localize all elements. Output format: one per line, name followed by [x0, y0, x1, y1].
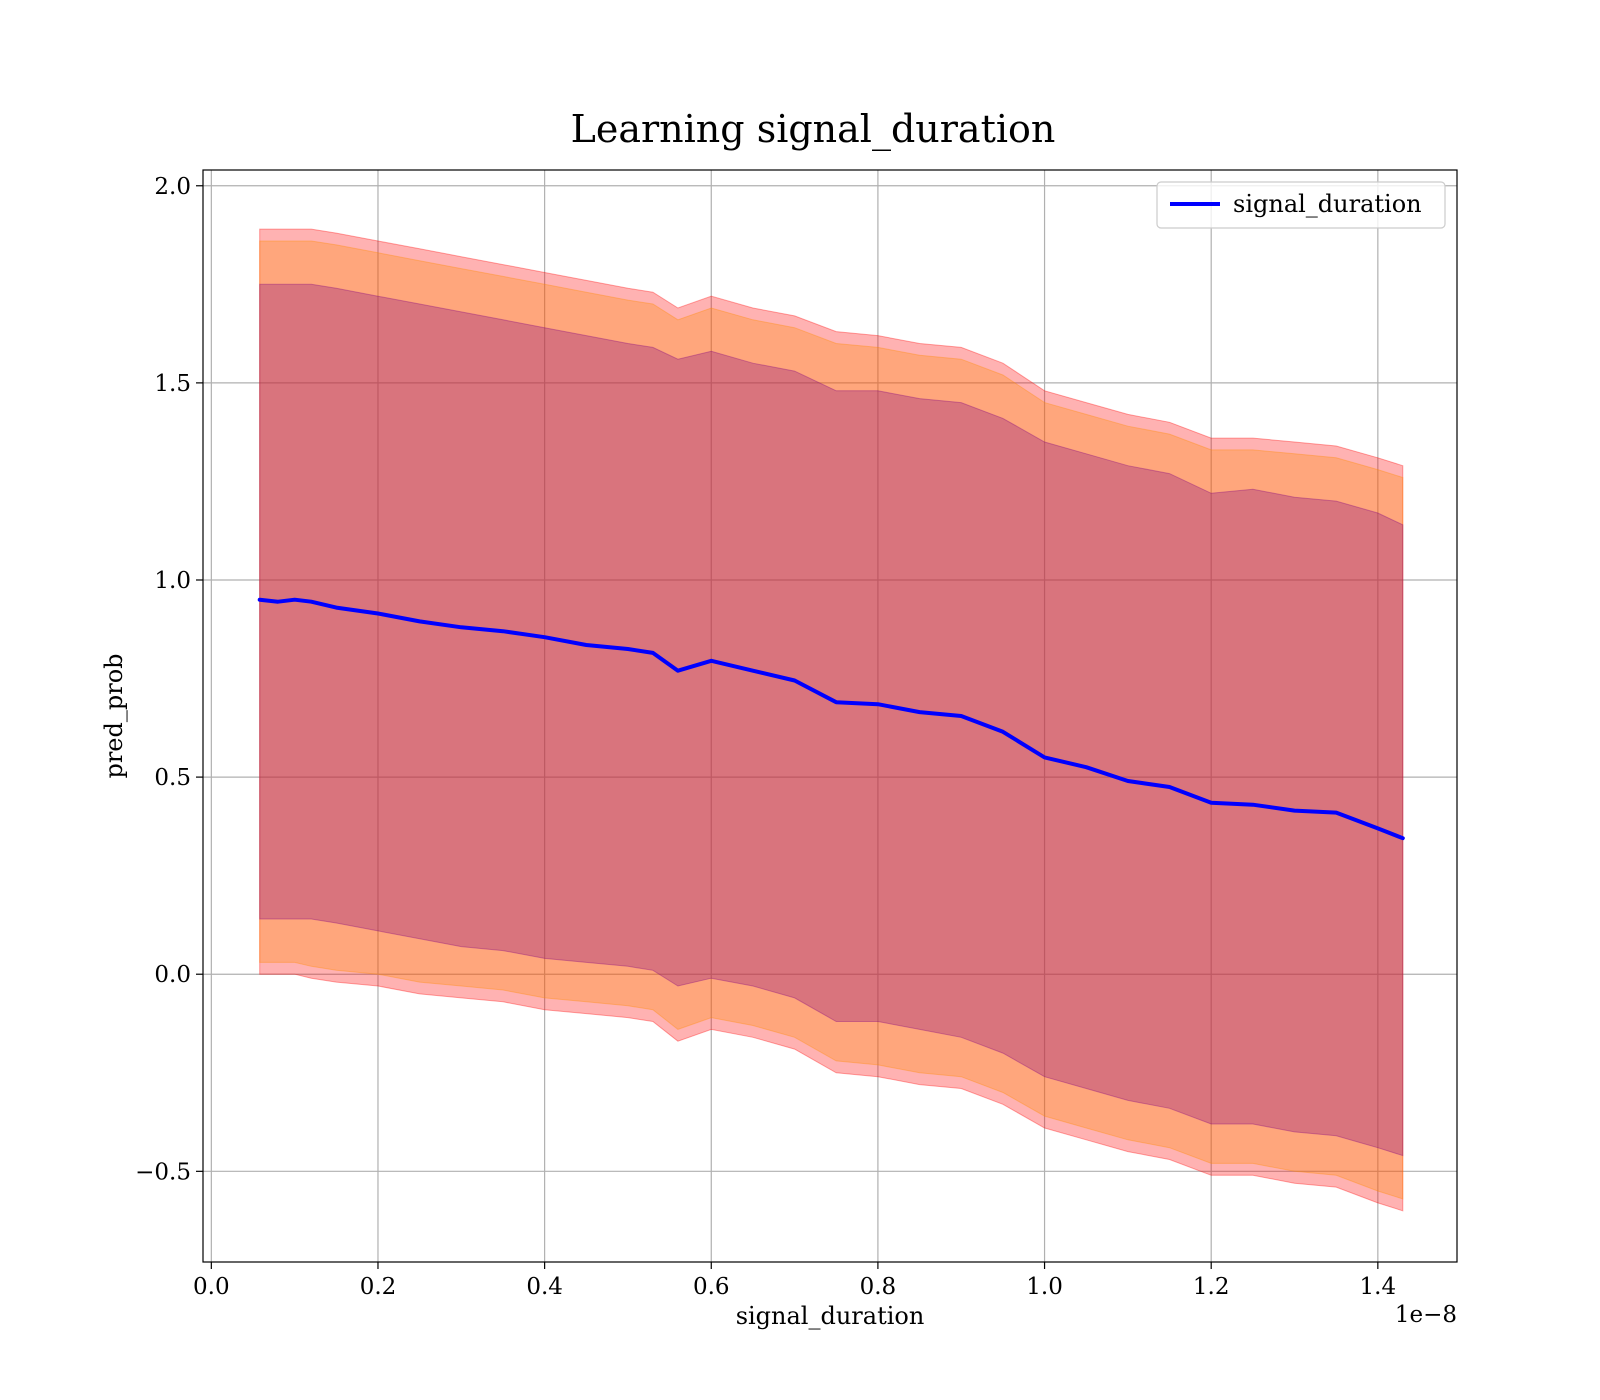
series-line-signal-duration [257, 597, 1405, 841]
x-tick-label: 0.6 [693, 1274, 730, 1300]
y-tick-label: 1.0 [154, 568, 191, 594]
legend-frame [1156, 181, 1446, 229]
x-tick-label: 0.2 [360, 1274, 397, 1300]
series-lines [257, 597, 1405, 841]
x-tick-label: 0.8 [860, 1274, 897, 1300]
confidence-band [259, 228, 1404, 1212]
x-tick-label: 0.0 [193, 1274, 230, 1300]
x-tick-label: 1.0 [1026, 1274, 1063, 1300]
x-axis-label: signal_duration [736, 1302, 925, 1330]
legend-label: signal_duration [1233, 190, 1422, 218]
chart-title: Learning signal_duration [571, 107, 1056, 152]
plot-frame [202, 169, 1458, 1263]
x-offset-label: 1e−8 [1395, 1302, 1457, 1328]
confidence-bands [259, 228, 1404, 1212]
x-axis-ticks: 0.0 0.2 0.4 0.6 0.8 1.0 1.2 1.4 [193, 1262, 1396, 1300]
legend: signal_duration [1156, 181, 1446, 229]
y-tick-label: −0.5 [135, 1159, 191, 1185]
y-tick-label: 2.0 [154, 174, 191, 200]
x-tick-label: 0.4 [526, 1274, 563, 1300]
confidence-band [259, 283, 1404, 1157]
y-tick-label: 1.5 [154, 371, 191, 397]
confidence-band [259, 240, 1404, 1200]
y-axis-label: pred_prob [100, 653, 128, 778]
y-tick-label: 0.5 [154, 765, 191, 791]
x-tick-label: 1.4 [1360, 1274, 1397, 1300]
y-axis-ticks: −0.5 0.0 0.5 1.0 1.5 2.0 [135, 174, 203, 1185]
x-tick-label: 1.2 [1193, 1274, 1230, 1300]
y-tick-label: 0.0 [154, 962, 191, 988]
